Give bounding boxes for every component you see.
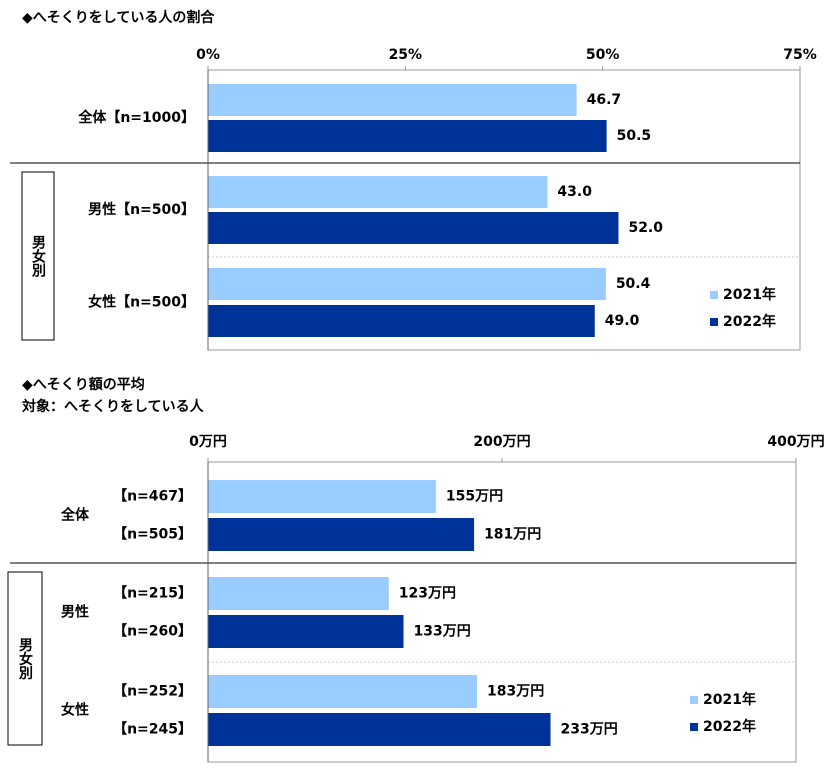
value-label: 183万円	[487, 684, 544, 700]
legend-swatch	[710, 318, 718, 326]
bar	[208, 480, 436, 513]
sample-label: 【n=505】	[113, 527, 192, 543]
category-label: 女性【n=500】	[88, 294, 195, 311]
legend-swatch	[690, 696, 698, 704]
x-tick-label: 200万円	[473, 434, 530, 450]
value-label: 155万円	[446, 489, 503, 505]
value-label: 123万円	[399, 586, 456, 602]
bar	[208, 84, 577, 116]
sample-label: 【n=252】	[113, 684, 192, 700]
chart-title: ◆へそくり額の平均	[22, 376, 145, 393]
legend-label: 2021年	[723, 286, 776, 303]
x-tick-label: 0%	[196, 47, 220, 63]
category-label: 男性【n=500】	[88, 201, 195, 218]
x-tick-label: 50%	[586, 47, 620, 63]
bar	[208, 305, 595, 337]
value-label: 50.5	[617, 128, 652, 144]
sample-label: 【n=215】	[113, 586, 192, 602]
legend-label: 2022年	[723, 313, 776, 330]
value-label: 46.7	[587, 92, 622, 108]
value-label: 52.0	[628, 220, 663, 236]
sample-label: 【n=260】	[113, 624, 192, 640]
x-tick-label: 0万円	[189, 434, 227, 450]
sample-label: 【n=467】	[113, 489, 192, 505]
bar	[208, 615, 404, 648]
group-box	[21, 171, 55, 341]
value-label: 181万円	[484, 527, 541, 543]
legend-label: 2022年	[703, 718, 756, 735]
value-label: 133万円	[414, 624, 471, 640]
bar	[208, 713, 551, 746]
bar	[208, 518, 475, 551]
x-tick-label: 400万円	[767, 434, 824, 450]
category-label: 全体【n=1000】	[77, 109, 195, 126]
bar	[208, 120, 607, 152]
group-box	[7, 571, 43, 746]
bar	[208, 577, 389, 610]
chart-subtitle: 対象：へそくりをしている人	[21, 398, 205, 415]
bar	[208, 212, 619, 244]
sample-label: 【n=245】	[113, 722, 192, 738]
category-label: 全体	[60, 507, 90, 524]
group-label: 男女別	[17, 638, 34, 681]
legend-swatch	[710, 291, 718, 299]
x-tick-label: 75%	[783, 47, 817, 63]
bar	[208, 176, 548, 208]
value-label: 233万円	[561, 722, 618, 738]
value-label: 49.0	[605, 313, 640, 329]
bar	[208, 268, 606, 300]
value-label: 50.4	[616, 276, 651, 292]
group-label: 男女別	[30, 235, 47, 278]
value-label: 43.0	[557, 184, 592, 200]
x-tick-label: 25%	[389, 47, 423, 63]
chart-title: ◆へそくりをしている人の割合	[22, 9, 215, 26]
category-label: 女性	[61, 702, 89, 719]
category-label: 男性	[61, 604, 89, 621]
bar	[208, 675, 478, 708]
legend-label: 2021年	[703, 691, 756, 708]
legend-swatch	[690, 723, 698, 731]
